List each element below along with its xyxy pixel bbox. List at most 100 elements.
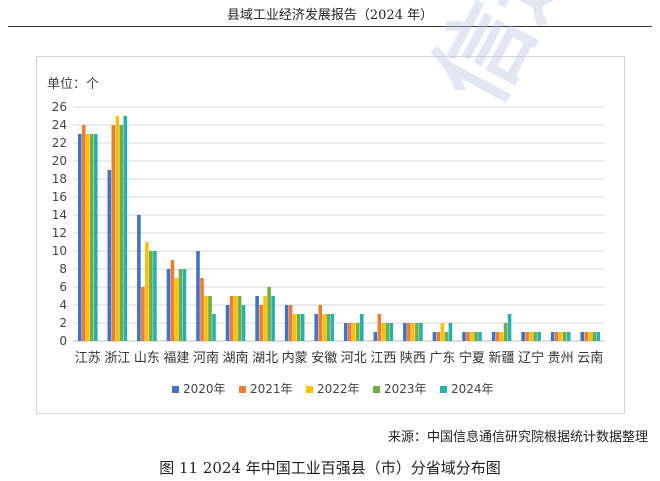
bar [81,125,86,341]
legend-label: 2020年 [183,382,226,396]
bar [85,134,90,341]
bar [271,296,275,341]
bar [77,134,82,341]
bar [89,134,94,341]
bar [529,332,533,341]
bar [259,305,263,341]
x-category-label: 浙江 [104,351,130,366]
bar [107,170,112,341]
y-tick-label: 18 [52,172,67,186]
x-category-label: 广东 [429,351,455,366]
header-rule [8,26,652,27]
y-tick-label: 10 [52,244,67,258]
bar [462,332,466,341]
bar [153,251,157,341]
y-tick-label: 26 [52,100,67,114]
bar [580,332,585,341]
bar [255,296,259,341]
legend-swatch [172,386,179,393]
bar [267,287,271,341]
bar [204,296,208,341]
x-category-label: 贵州 [548,351,574,366]
y-tick-label: 12 [52,226,67,240]
bar [119,125,124,341]
source-note: 来源：中国信息通信研究院根据统计数据整理 [387,430,648,445]
bar [263,296,267,341]
bar [411,323,415,341]
y-tick-label: 0 [59,334,67,348]
bar [170,260,175,341]
bar [448,323,453,341]
y-tick-label: 4 [59,298,67,312]
bar [562,332,567,341]
x-category-label: 宁夏 [459,350,485,366]
x-category-label: 云南 [577,350,603,366]
figure-caption: 图 11 2024 年中国工业百强县（市）分省域分布图 [159,459,501,477]
bar [182,269,187,341]
bar [466,332,470,341]
legend-swatch [306,386,313,393]
bar [377,314,382,341]
bar [373,332,378,341]
bar [208,296,212,341]
bar [343,323,348,341]
bar [296,314,301,341]
x-category-label: 河北 [341,351,367,366]
x-category-label: 内蒙 [282,350,308,366]
bar [318,305,323,341]
bar [389,323,394,341]
bar [347,323,352,341]
bar [200,278,204,341]
y-tick-label: 6 [59,280,67,294]
bar [93,134,98,341]
x-category-label: 山东 [134,351,160,366]
bar [533,332,537,341]
bar [537,332,541,341]
bar [355,323,360,341]
bar [229,296,234,341]
bar [596,332,601,341]
bar [351,323,356,341]
bar [115,116,120,341]
legend-label: 2023年 [384,382,427,396]
bar [241,305,246,341]
bar [174,278,179,341]
bar [478,332,482,341]
y-tick-label: 14 [52,208,67,222]
legend-label: 2022年 [317,382,360,396]
report-header: 县域工业经济发展报告（2024 年） [226,8,434,23]
bar [503,323,508,341]
bar [322,314,327,341]
bar [558,332,563,341]
legend-swatch [440,386,447,393]
bar [326,314,331,341]
bar [474,332,478,341]
bar [178,269,183,341]
bar [470,332,474,341]
bar [432,332,437,341]
y-tick-label: 2 [59,316,67,330]
bar [407,323,411,341]
bar [550,332,555,341]
y-tick-label: 24 [52,118,67,132]
bar [554,332,559,341]
bar [137,215,141,341]
bar [444,332,449,341]
y-tick-label: 8 [59,262,67,276]
bar [288,305,293,341]
bar [419,323,423,341]
bar [300,314,305,341]
bar [233,296,238,341]
bar [507,314,512,341]
chart-frame [36,56,625,414]
bar [521,332,525,341]
bar [123,116,128,341]
bar [491,332,496,341]
bar [314,314,319,341]
bar [592,332,597,341]
bar [588,332,593,341]
bar [149,251,153,341]
x-category-label: 江西 [370,351,396,366]
y-tick-label: 22 [52,136,67,150]
